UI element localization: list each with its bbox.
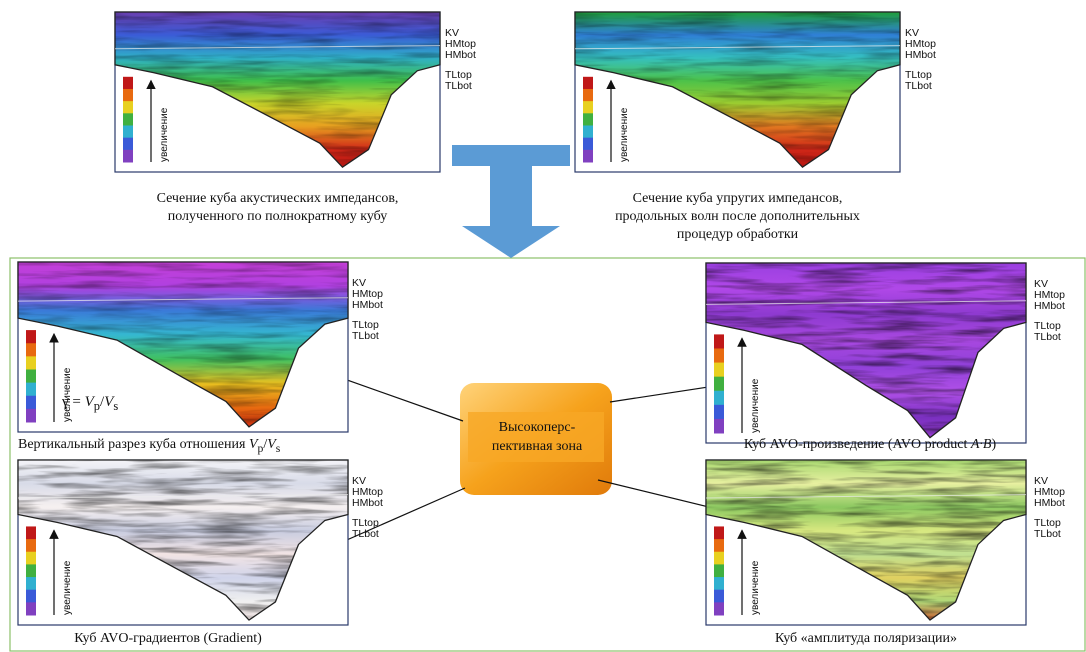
scale-swatch xyxy=(714,539,724,552)
horizon-label: HMbot xyxy=(352,497,383,509)
scale-swatch xyxy=(26,383,36,397)
horizon-label: HMbot xyxy=(1034,497,1065,509)
scale-swatch xyxy=(714,391,724,406)
horizon-label: TLbot xyxy=(352,528,379,540)
scale-swatch xyxy=(123,150,133,163)
diagram: увеличениеKVHMtopHMbotTLtopTLbotувеличен… xyxy=(0,0,1086,652)
scale-swatch xyxy=(123,77,133,90)
scale-swatch xyxy=(26,602,36,615)
caption-line: продольных волн после дополнительных xyxy=(575,208,900,226)
scale-swatch xyxy=(583,101,593,114)
scale-swatch xyxy=(714,334,724,349)
scale-swatch xyxy=(26,396,36,410)
scale-swatch xyxy=(123,125,133,138)
caption-text: Куб «амплитуда поляризации» xyxy=(775,631,957,646)
caption-math: s xyxy=(276,442,281,455)
horizon-label: TLbot xyxy=(445,80,472,92)
caption-text: Куб AVO-градиентов (Gradient) xyxy=(74,631,262,646)
scale-swatch xyxy=(583,77,593,90)
scale-label: увеличение xyxy=(619,107,630,162)
scale-swatch xyxy=(123,101,133,114)
horizon-label: TLbot xyxy=(352,330,379,342)
scale-swatch xyxy=(714,419,724,434)
scale-swatch xyxy=(26,330,36,344)
caption: Куб AVO-произведение (AVO product A·B) xyxy=(690,436,1050,454)
caption-text: Куб AVO-произведение (AVO product xyxy=(744,437,971,452)
scale-swatch xyxy=(26,526,36,539)
scale-swatch xyxy=(26,577,36,590)
caption-math: A·B xyxy=(971,437,992,452)
scale-swatch xyxy=(714,363,724,378)
scale-swatch xyxy=(714,602,724,615)
caption-line: процедур обработки xyxy=(575,226,900,244)
seismic-panel: увеличение xyxy=(575,12,900,172)
horizon-label: HMbot xyxy=(1034,300,1065,312)
caption-math: V xyxy=(267,437,276,452)
caption: Куб «амплитуда поляризации» xyxy=(706,630,1026,648)
scale-swatch xyxy=(583,138,593,151)
scale-swatch xyxy=(714,405,724,420)
center-label: Высокоперс- пективная зона xyxy=(470,418,604,456)
scale-swatch xyxy=(26,409,36,423)
caption-text: ) xyxy=(991,437,996,452)
scale-swatch xyxy=(714,590,724,603)
horizon-label: TLbot xyxy=(1034,331,1061,343)
caption: Вертикальный разрез куба отношения Vp/Vs xyxy=(18,436,378,458)
scale-swatch xyxy=(26,539,36,552)
caption: Куб AVO-градиентов (Gradient) xyxy=(18,630,318,648)
formula-part: s xyxy=(113,399,118,413)
caption-line: Сечение куба акустических импедансов, xyxy=(115,190,440,208)
scale-swatch xyxy=(123,113,133,126)
scale-swatch xyxy=(26,356,36,370)
scale-swatch xyxy=(26,369,36,383)
caption-text: Вертикальный разрез куба отношения xyxy=(18,437,249,452)
caption-line: Сечение куба упругих импедансов, xyxy=(575,190,900,208)
caption-math: V xyxy=(249,437,258,452)
caption-line: полученного по полнократному кубу xyxy=(115,208,440,226)
scale-swatch xyxy=(714,526,724,539)
scale-swatch xyxy=(26,564,36,577)
scale-swatch xyxy=(583,150,593,163)
scale-swatch xyxy=(714,552,724,565)
scale-swatch xyxy=(714,348,724,363)
horizon-label: TLbot xyxy=(905,80,932,92)
scale-label: увеличение xyxy=(750,378,761,433)
center-line: Высокоперс- xyxy=(470,418,604,437)
caption: Сечение куба упругих импедансов, продоль… xyxy=(575,190,900,244)
scale-label: увеличение xyxy=(750,560,761,615)
formula-part: V xyxy=(104,394,113,410)
caption: Сечение куба акустических импедансов, по… xyxy=(115,190,440,226)
horizon-label: HMbot xyxy=(905,49,936,61)
seismic-panel: увеличение xyxy=(115,12,440,172)
scale-swatch xyxy=(714,377,724,392)
big-arrow xyxy=(452,145,570,258)
formula: γ = Vp/Vs xyxy=(62,393,212,415)
horizon-label: HMbot xyxy=(352,299,383,311)
seismic-panel: увеличение xyxy=(706,460,1026,625)
scale-swatch xyxy=(123,138,133,151)
figure: увеличениеKVHMtopHMbotTLtopTLbotувеличен… xyxy=(0,0,1086,652)
scale-swatch xyxy=(714,564,724,577)
horizon-label: HMbot xyxy=(445,49,476,61)
scale-swatch xyxy=(26,590,36,603)
scale-swatch xyxy=(714,577,724,590)
center-line: пективная зона xyxy=(470,437,604,456)
seismic-panel: увеличение xyxy=(18,460,348,625)
scale-label: увеличение xyxy=(159,107,170,162)
seismic-panel: увеличение xyxy=(706,263,1026,443)
scale-swatch xyxy=(26,552,36,565)
scale-swatch xyxy=(123,89,133,102)
formula-part: γ = xyxy=(62,394,85,410)
scale-swatch xyxy=(583,89,593,102)
scale-swatch xyxy=(26,343,36,357)
scale-swatch xyxy=(583,113,593,126)
scale-swatch xyxy=(583,125,593,138)
scale-label: увеличение xyxy=(62,560,73,615)
formula-part: V xyxy=(85,394,94,410)
horizon-label: TLbot xyxy=(1034,528,1061,540)
